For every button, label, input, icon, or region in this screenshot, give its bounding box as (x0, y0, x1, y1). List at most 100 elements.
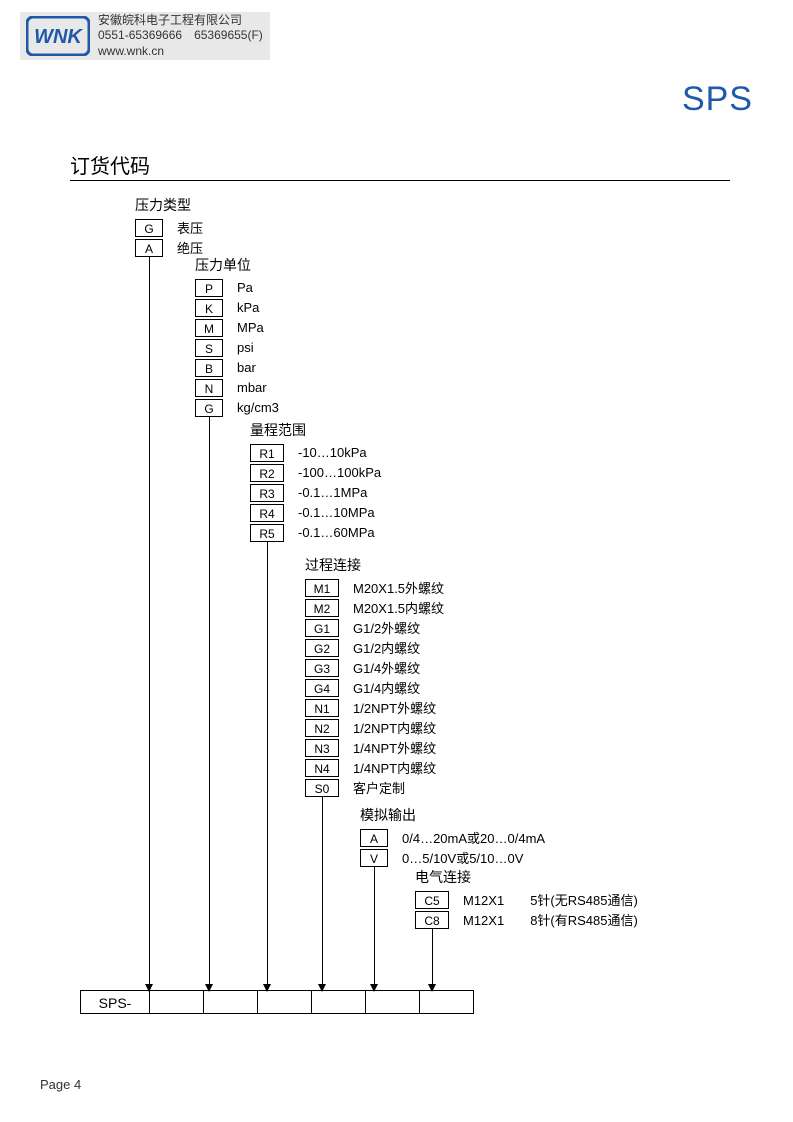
code-box: B (195, 359, 223, 377)
code-box: G3 (305, 659, 339, 677)
group-title: 模拟输出 (360, 805, 416, 825)
connector-line (209, 417, 210, 986)
code-row: R3-0.1…1MPa (250, 482, 367, 502)
order-code-diagram: 压力类型G表压A绝压压力单位PPaKkPaMMPaSpsiBbarNmbarGk… (80, 195, 730, 1035)
code-row: P Pa (195, 277, 253, 297)
code-box: C8 (415, 911, 449, 929)
code-box: P (195, 279, 223, 297)
code-box: R4 (250, 504, 284, 522)
code-row: G3 G1/4外螺纹 (305, 657, 420, 677)
code-row: N3 1/4NPT外螺纹 (305, 737, 436, 757)
section-title: 订货代码 (70, 150, 150, 179)
code-row: MMPa (195, 317, 264, 337)
code-desc: 表压 (177, 218, 203, 237)
order-slot (203, 990, 258, 1014)
code-row: G1G1/2外螺纹 (305, 617, 420, 637)
code-box: G (135, 219, 163, 237)
code-box: N (195, 379, 223, 397)
code-box: G1 (305, 619, 339, 637)
connector-line (149, 257, 150, 986)
code-row: R4 -0.1…10MPa (250, 502, 375, 522)
code-desc: G1/2内螺纹 (353, 638, 420, 657)
code-desc: G1/4内螺纹 (353, 678, 420, 697)
code-row: C5 M12X1 5针(无RS485通信) (415, 889, 638, 909)
code-row: G2 G1/2内螺纹 (305, 637, 420, 657)
code-box: A (360, 829, 388, 847)
code-desc: bar (237, 360, 256, 375)
code-box: S (195, 339, 223, 357)
code-row: R2-100…100kPa (250, 462, 381, 482)
code-desc: 1/2NPT外螺纹 (353, 698, 436, 717)
code-box: S0 (305, 779, 339, 797)
code-desc: M12X1 8针(有RS485通信) (463, 910, 638, 929)
connector-line (374, 867, 375, 986)
svg-text:WNK: WNK (34, 26, 83, 48)
connector-line (322, 797, 323, 986)
code-row: Bbar (195, 357, 256, 377)
code-row: N1 1/2NPT外螺纹 (305, 697, 436, 717)
code-row: A绝压 (135, 237, 203, 257)
code-box: R1 (250, 444, 284, 462)
company-url: www.wnk.cn (98, 44, 263, 60)
company-phone: 0551-65369666 65369655(F) (98, 28, 263, 44)
code-row: M1 M20X1.5外螺纹 (305, 577, 444, 597)
code-row: S0 客户定制 (305, 777, 405, 797)
code-desc: M12X1 5针(无RS485通信) (463, 890, 638, 909)
group-title: 压力类型 (135, 195, 191, 215)
code-box: N2 (305, 719, 339, 737)
code-desc: 0…5/10V或5/10…0V (402, 848, 523, 867)
wnk-logo-icon: WNK (26, 16, 90, 56)
code-desc: kPa (237, 300, 259, 315)
code-desc: 0/4…20mA或20…0/4mA (402, 828, 545, 847)
code-desc: kg/cm3 (237, 400, 279, 415)
code-desc: -0.1…1MPa (298, 485, 367, 500)
code-row: G4 G1/4内螺纹 (305, 677, 420, 697)
product-code: SPS (682, 80, 753, 119)
code-row: Gkg/cm3 (195, 397, 279, 417)
code-desc: 1/2NPT内螺纹 (353, 718, 436, 737)
code-desc: G1/4外螺纹 (353, 658, 420, 677)
code-box: C5 (415, 891, 449, 909)
code-desc: -0.1…10MPa (298, 505, 375, 520)
code-row: N41/4NPT内螺纹 (305, 757, 436, 777)
code-desc: -0.1…60MPa (298, 525, 375, 540)
group-title: 压力单位 (195, 255, 251, 275)
code-row: Spsi (195, 337, 254, 357)
code-desc: 客户定制 (353, 778, 405, 797)
code-row: N2 1/2NPT内螺纹 (305, 717, 436, 737)
code-box: A (135, 239, 163, 257)
code-box: M1 (305, 579, 339, 597)
code-box: M2 (305, 599, 339, 617)
order-prefix: SPS- (80, 990, 150, 1014)
code-desc: MPa (237, 320, 264, 335)
code-desc: -10…10kPa (298, 445, 367, 460)
group-title: 量程范围 (250, 420, 306, 440)
order-slot (311, 990, 366, 1014)
code-box: R5 (250, 524, 284, 542)
code-row: A 0/4…20mA或20…0/4mA (360, 827, 545, 847)
group-title: 电气连接 (415, 867, 471, 887)
code-box: N4 (305, 759, 339, 777)
order-slot (419, 990, 474, 1014)
order-slot (149, 990, 204, 1014)
code-row: C8 M12X1 8针(有RS485通信) (415, 909, 638, 929)
code-box: R2 (250, 464, 284, 482)
code-desc: 1/4NPT外螺纹 (353, 738, 436, 757)
code-box: G2 (305, 639, 339, 657)
code-box: N1 (305, 699, 339, 717)
code-desc: Pa (237, 280, 253, 295)
code-row: KkPa (195, 297, 259, 317)
connector-line (267, 542, 268, 986)
code-box: G (195, 399, 223, 417)
company-name: 安徽皖科电子工程有限公司 (98, 13, 263, 29)
code-desc: M20X1.5外螺纹 (353, 578, 444, 597)
code-row: Nmbar (195, 377, 267, 397)
code-row: V0…5/10V或5/10…0V (360, 847, 523, 867)
code-box: N3 (305, 739, 339, 757)
code-desc: M20X1.5内螺纹 (353, 598, 444, 617)
section-rule (70, 180, 730, 181)
group-title: 过程连接 (305, 555, 361, 575)
code-box: K (195, 299, 223, 317)
page-number: Page 4 (40, 1077, 81, 1092)
code-box: G4 (305, 679, 339, 697)
